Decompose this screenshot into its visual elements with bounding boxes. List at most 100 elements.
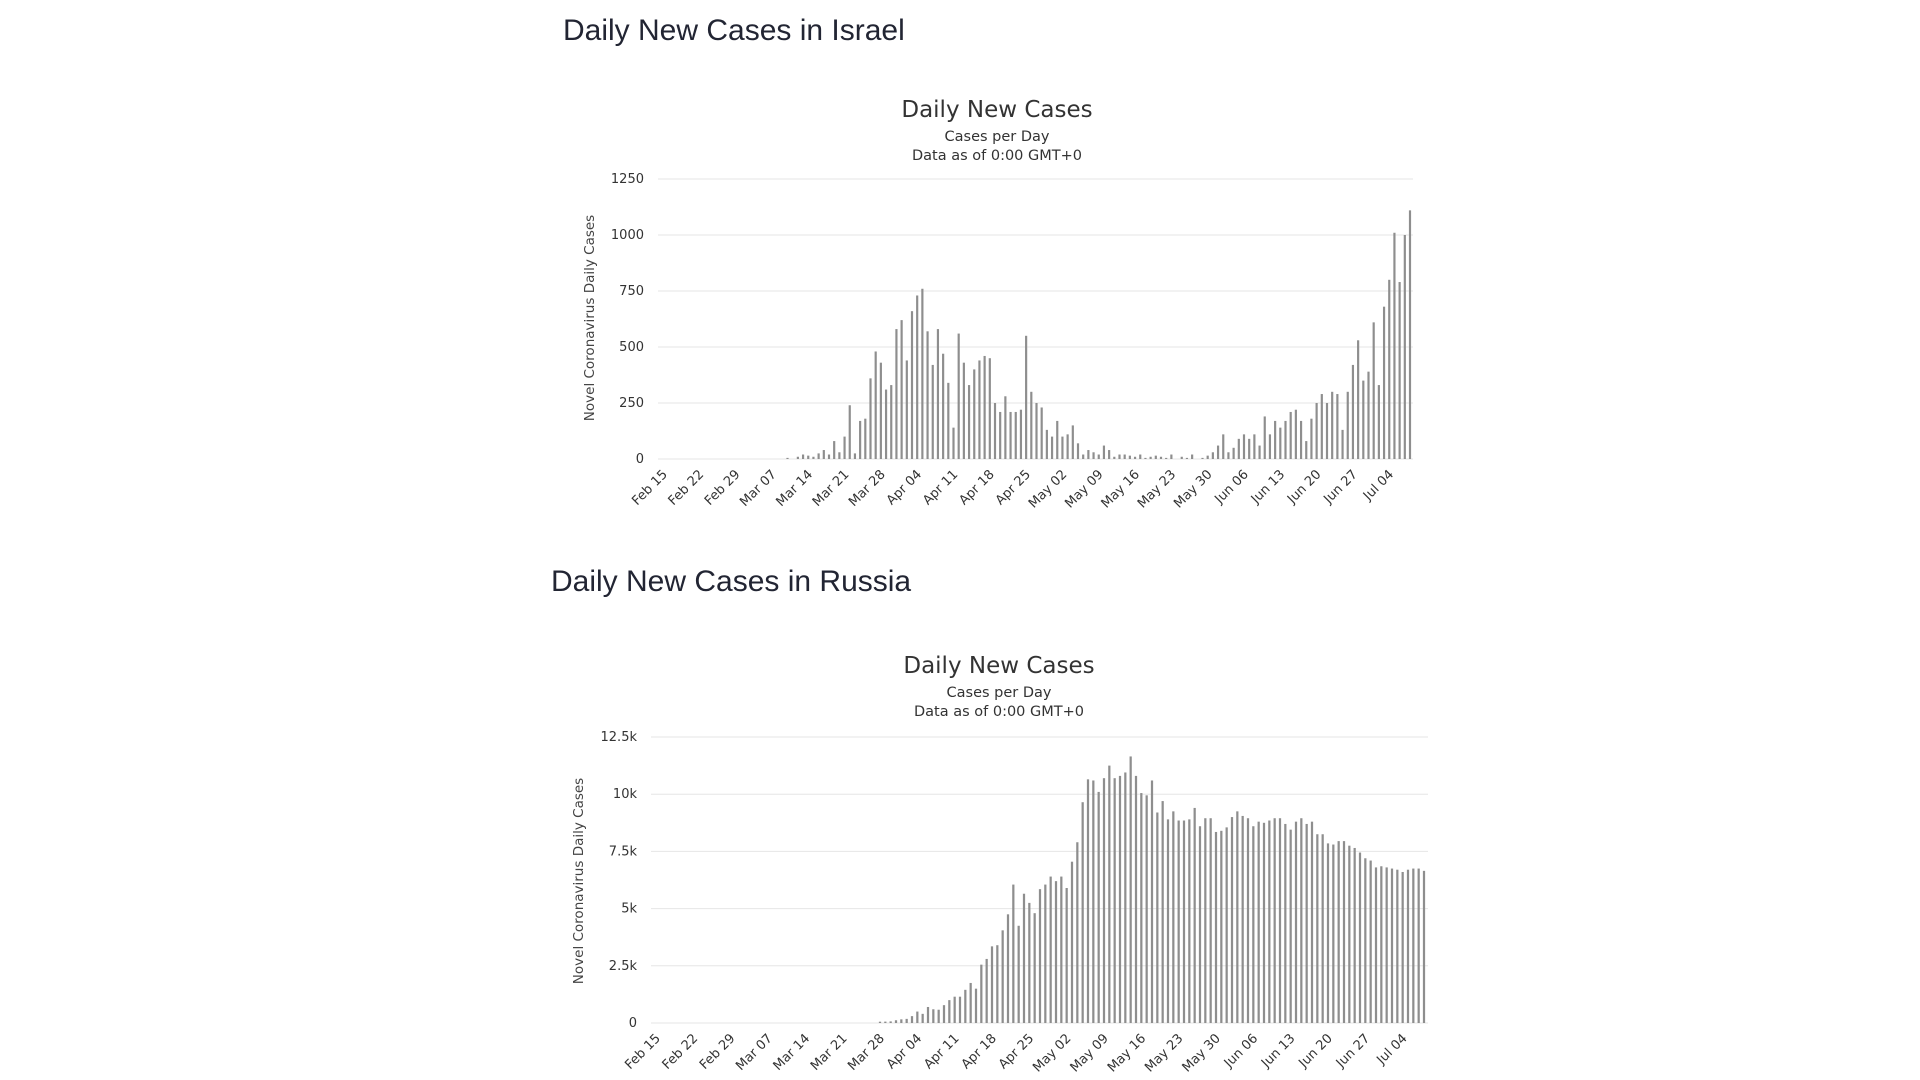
- bar: [884, 1021, 887, 1023]
- bar: [1061, 436, 1064, 459]
- bar: [1004, 396, 1007, 459]
- bar: [1044, 884, 1047, 1023]
- bar: [1156, 812, 1159, 1023]
- bar: [838, 452, 841, 459]
- bar: [1097, 791, 1100, 1023]
- bar: [962, 362, 965, 459]
- bar: [1128, 455, 1131, 459]
- y-tick-label: 2.5k: [609, 959, 638, 974]
- x-tick-label: Feb 29: [697, 1031, 739, 1073]
- bar: [974, 988, 978, 1023]
- bar: [1294, 821, 1298, 1023]
- x-tick-label: Jun 06: [1221, 1031, 1261, 1071]
- bar: [1310, 821, 1314, 1023]
- bar: [1170, 454, 1173, 459]
- x-tick-label: Jun 06: [1212, 467, 1252, 507]
- bar: [1209, 818, 1212, 1023]
- y-tick-label: 12.5k: [601, 730, 638, 745]
- bar: [1274, 420, 1277, 459]
- bar: [926, 1006, 930, 1023]
- bar: [1382, 306, 1386, 459]
- x-tick-label: Apr 11: [921, 1031, 962, 1072]
- x-tick-label: May 16: [1099, 467, 1143, 511]
- bar: [1081, 802, 1084, 1023]
- bar: [1092, 452, 1095, 459]
- bar: [1289, 829, 1292, 1023]
- bar: [1337, 841, 1340, 1023]
- x-tick-label: Feb 22: [660, 1031, 702, 1073]
- bar: [1172, 811, 1175, 1023]
- bar: [1066, 434, 1069, 459]
- bar: [1232, 447, 1235, 459]
- bar: [1403, 235, 1406, 459]
- bar: [1014, 411, 1017, 459]
- bar: [1388, 279, 1391, 459]
- bar: [807, 455, 810, 459]
- bar: [1398, 282, 1401, 459]
- y-tick-label: 0: [636, 452, 644, 467]
- bar: [1045, 429, 1048, 459]
- chart-subtitle-data-as-of: Data as of 0:00 GMT+0: [914, 704, 1084, 720]
- bar: [1237, 438, 1240, 459]
- bar: [905, 360, 908, 459]
- bar: [1268, 434, 1272, 459]
- bar: [1133, 456, 1137, 459]
- bar: [1019, 409, 1023, 459]
- bar: [1060, 876, 1063, 1023]
- bar: [1326, 843, 1330, 1023]
- bar: [921, 1013, 924, 1023]
- x-tick-label: Mar 21: [808, 1031, 851, 1074]
- bar: [1206, 455, 1209, 459]
- bar: [1097, 454, 1100, 459]
- bar: [1300, 818, 1303, 1023]
- bar: [1377, 385, 1380, 459]
- bar: [967, 385, 971, 459]
- y-tick-label: 5k: [621, 902, 637, 917]
- bar: [833, 441, 836, 459]
- bar: [1353, 847, 1356, 1023]
- bar: [1191, 454, 1194, 459]
- bar: [879, 362, 882, 459]
- bar: [1220, 830, 1223, 1023]
- bar: [1412, 868, 1415, 1023]
- bar: [1364, 858, 1367, 1023]
- x-tick-label: Apr 04: [884, 1031, 925, 1072]
- bar: [1006, 914, 1010, 1023]
- y-tick-label: 1250: [611, 172, 644, 187]
- bar: [916, 295, 919, 459]
- x-tick-label: May 09: [1062, 467, 1106, 511]
- russia-section-title: Daily New Cases in Russia: [551, 565, 912, 598]
- bar: [964, 989, 967, 1023]
- bar: [910, 311, 914, 459]
- x-tick-label: Apr 18: [959, 1031, 1000, 1072]
- bar: [900, 1019, 903, 1023]
- bar: [1102, 445, 1106, 459]
- bar: [1188, 819, 1191, 1023]
- bar: [942, 1005, 946, 1023]
- bar: [1372, 322, 1375, 459]
- bar: [1001, 930, 1004, 1023]
- bar: [1380, 866, 1383, 1023]
- bar: [822, 450, 825, 459]
- bar: [953, 996, 956, 1023]
- bar: [786, 457, 789, 459]
- bar: [1422, 870, 1426, 1023]
- bar: [1035, 403, 1038, 459]
- bar: [1320, 394, 1323, 459]
- bar: [889, 1021, 892, 1023]
- bar: [1054, 881, 1058, 1023]
- chart-title: Daily New Cases: [901, 97, 1092, 123]
- bar: [952, 427, 955, 459]
- x-tick-label: May 02: [1026, 467, 1070, 511]
- bar: [1214, 831, 1218, 1023]
- bar: [1040, 407, 1043, 459]
- bar: [1185, 457, 1189, 459]
- x-tick-label: Apr 04: [884, 467, 925, 508]
- bar: [1417, 868, 1420, 1023]
- bar: [958, 996, 962, 1023]
- y-tick-label: 10k: [613, 787, 638, 802]
- bar: [1341, 429, 1344, 459]
- x-tick-label: Apr 11: [920, 467, 961, 508]
- bar: [1165, 457, 1168, 459]
- bar: [1406, 869, 1410, 1023]
